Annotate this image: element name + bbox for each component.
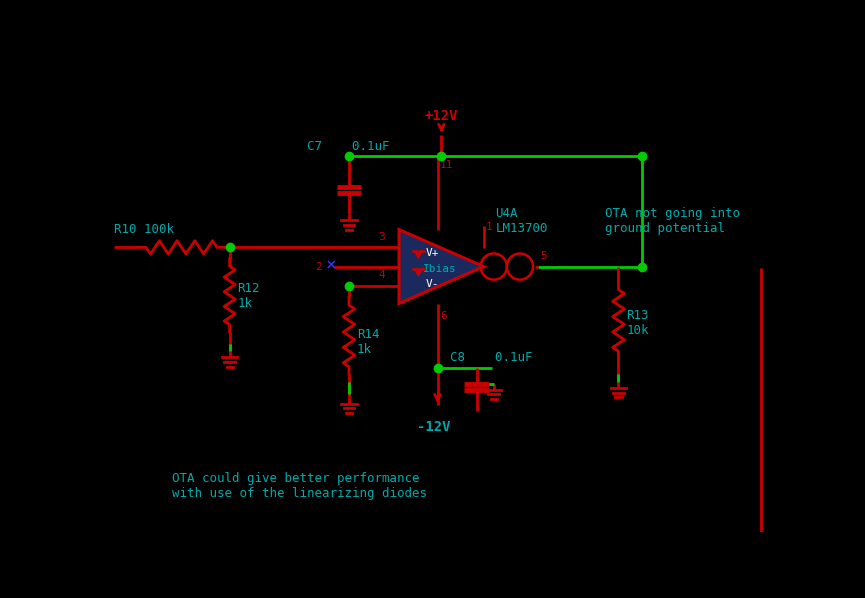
Text: V-: V- [426, 279, 439, 288]
Text: Ibias: Ibias [423, 264, 457, 274]
Text: 6: 6 [440, 311, 447, 321]
Text: ×: × [326, 257, 336, 274]
Text: C8    0.1uF: C8 0.1uF [450, 351, 532, 364]
Text: R14
1k: R14 1k [356, 328, 379, 356]
Text: R12
1k: R12 1k [237, 282, 260, 310]
Text: R10 100k: R10 100k [114, 223, 174, 236]
Text: C7    0.1uF: C7 0.1uF [306, 139, 389, 152]
Text: 5: 5 [541, 251, 548, 261]
Text: -12V: -12V [417, 420, 451, 434]
Text: V+: V+ [426, 248, 439, 258]
Text: R13
10k: R13 10k [626, 309, 649, 337]
Text: OTA not going into
ground potential: OTA not going into ground potential [605, 206, 740, 234]
Text: 1: 1 [486, 222, 493, 231]
Polygon shape [399, 230, 484, 304]
Text: 4: 4 [378, 270, 385, 280]
Text: +12V: +12V [425, 109, 458, 123]
Text: 11: 11 [439, 160, 453, 170]
Text: U4A
LM13700: U4A LM13700 [496, 206, 548, 234]
Text: 3: 3 [378, 231, 385, 242]
Text: OTA could give better performance
with use of the linearizing diodes: OTA could give better performance with u… [172, 472, 427, 500]
Text: 2: 2 [315, 262, 322, 271]
